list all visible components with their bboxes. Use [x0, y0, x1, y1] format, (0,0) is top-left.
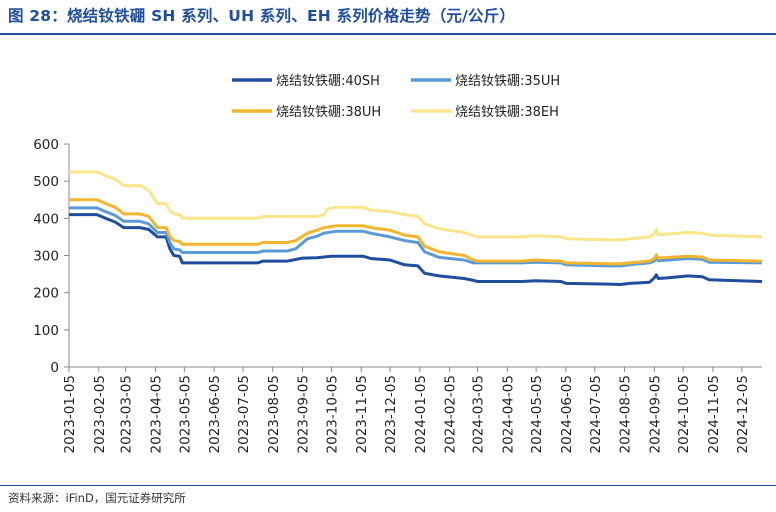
- y-tick-label: 200: [33, 286, 59, 302]
- x-tick-label: 2023-04-05: [149, 375, 165, 453]
- x-tick-label: 2024-05-05: [529, 375, 545, 453]
- chart-title: 图 28：烧结钕铁硼 SH 系列、UH 系列、EH 系列价格走势（元/公斤）: [8, 7, 516, 25]
- legend-label-3: 烧结钕铁硼:38UH: [276, 104, 381, 120]
- y-tick-label: 400: [33, 211, 59, 227]
- x-tick-label: 2024-04-05: [500, 375, 516, 453]
- x-tick-label: 2024-06-05: [559, 375, 575, 453]
- x-axis: 2023-01-05 2023-02-05 2023-03-05 2023-04-05…: [62, 366, 762, 453]
- y-tick-label: 0: [50, 360, 59, 376]
- x-tick-label: 2024-12-05: [735, 375, 751, 453]
- x-tick-label: 2024-10-05: [676, 375, 692, 453]
- x-tick-label: 2023-05-05: [177, 375, 193, 453]
- y-tick-label: 500: [33, 174, 59, 190]
- y-tick-label: 100: [33, 323, 59, 339]
- legend-label-4: 烧结钕铁硼:38EH: [455, 104, 559, 120]
- source-divider: [0, 485, 776, 486]
- series-line-1: [69, 213, 763, 286]
- series-line-4: [69, 170, 763, 242]
- x-tick-label: 2023-03-05: [119, 375, 135, 453]
- series-line-3: [69, 198, 763, 266]
- x-tick-label: 2023-01-05: [62, 375, 78, 453]
- y-axis: 0 100 200 300 400 500 600: [33, 137, 70, 376]
- x-tick-label: 2023-02-05: [92, 375, 108, 453]
- x-tick-label: 2024-11-05: [706, 375, 722, 453]
- x-tick-label: 2023-12-05: [383, 375, 399, 453]
- source-note: 资料来源：iFinD，国元证券研究所: [8, 491, 186, 505]
- x-tick-label: 2023-07-05: [236, 375, 252, 453]
- x-tick-label: 2024-08-05: [618, 375, 634, 453]
- x-tick-label: 2023-10-05: [324, 375, 340, 453]
- x-tick-label: 2024-07-05: [588, 375, 604, 453]
- y-tick-label: 600: [33, 137, 59, 153]
- x-tick-label: 2023-06-05: [207, 375, 223, 453]
- series-lines: [69, 170, 763, 286]
- y-tick-label: 300: [33, 249, 59, 265]
- price-line-chart: 烧结钕铁硼:40SH 烧结钕铁硼:35UH 烧结钕铁硼:38UH 烧结钕铁硼:38EH…: [33, 73, 763, 453]
- x-tick-label: 2024-01-05: [413, 375, 429, 453]
- x-tick-label: 2024-09-05: [647, 375, 663, 453]
- x-tick-label: 2023-11-05: [354, 375, 370, 453]
- legend-label-2: 烧结钕铁硼:35UH: [455, 73, 560, 89]
- chart-legend: 烧结钕铁硼:40SH 烧结钕铁硼:35UH 烧结钕铁硼:38UH 烧结钕铁硼:38EH: [232, 73, 560, 120]
- x-tick-label: 2023-09-05: [296, 375, 312, 453]
- title-divider: [0, 33, 776, 35]
- legend-label-1: 烧结钕铁硼:40SH: [276, 73, 380, 89]
- x-tick-label: 2024-03-05: [470, 375, 486, 453]
- x-tick-label: 2024-02-05: [443, 375, 459, 453]
- series-line-2: [69, 206, 763, 268]
- x-tick-label: 2023-08-05: [266, 375, 282, 453]
